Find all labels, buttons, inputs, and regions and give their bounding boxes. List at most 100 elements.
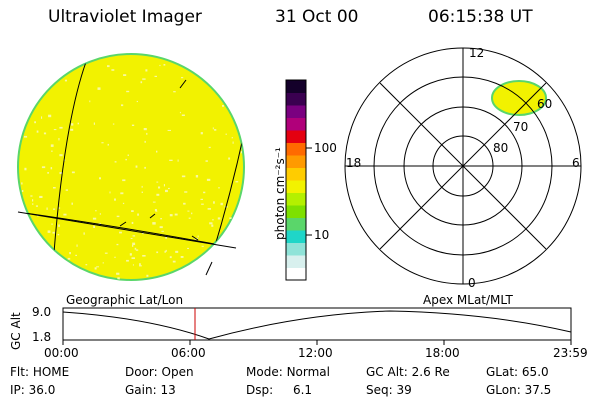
- disk-speckle: [152, 201, 156, 203]
- disk-speckle: [126, 90, 130, 93]
- disk-speckle: [154, 75, 157, 77]
- disk-speckle: [140, 81, 143, 84]
- disk-speckle: [154, 209, 157, 212]
- disk-speckle: [232, 141, 234, 144]
- disk-speckle: [131, 210, 134, 212]
- disk-speckle: [168, 187, 170, 190]
- disk-speckle: [222, 105, 224, 107]
- disk-speckle: [146, 132, 148, 135]
- disk-speckle: [97, 87, 101, 90]
- disk-speckle: [114, 256, 116, 258]
- disk-speckle: [43, 132, 47, 135]
- disk-speckle: [158, 186, 161, 189]
- altitude-curve: [62, 310, 572, 340]
- disk-speckle: [109, 191, 111, 194]
- disk-speckle: [207, 208, 211, 210]
- disk-speckle: [156, 181, 159, 183]
- status-gain: Gain: 13: [125, 383, 176, 397]
- disk-speckle: [53, 187, 56, 189]
- disk-speckle: [160, 218, 162, 220]
- disk-speckle: [94, 267, 97, 270]
- status-glon: GLon: 37.5: [486, 383, 552, 397]
- disk-speckle: [136, 100, 138, 103]
- disk-speckle: [99, 213, 101, 215]
- colorbar-band: [286, 267, 306, 281]
- disk-speckle: [225, 133, 227, 135]
- disk-speckle: [156, 150, 158, 153]
- orbit-x-tick-0600: 06:00: [171, 346, 206, 360]
- disk-speckle: [76, 244, 78, 247]
- disk-speckle: [24, 135, 28, 138]
- disk-speckle: [212, 127, 214, 130]
- disk-speckle: [165, 189, 168, 193]
- mlt-label-bottom: 0: [468, 276, 476, 290]
- disk-speckle: [59, 126, 63, 129]
- disk-speckle: [131, 124, 135, 126]
- time-label: 06:15:38 UT: [428, 7, 533, 27]
- disk-speckle: [125, 158, 127, 161]
- disk-speckle: [53, 129, 57, 131]
- disk-speckle: [211, 224, 214, 227]
- disk-speckle: [64, 79, 67, 82]
- disk-speckle: [114, 161, 117, 163]
- disk-coastline-fragments: [119, 79, 199, 241]
- disk-speckle: [116, 215, 120, 218]
- colorbar-band: [286, 205, 306, 218]
- disk-speckle: [181, 77, 184, 79]
- disk-speckle: [47, 230, 51, 233]
- orbit-left-title: Geographic Lat/Lon: [66, 293, 184, 307]
- disk-speckle: [48, 114, 52, 118]
- disk-speckle: [165, 249, 167, 252]
- disk-speckle: [159, 64, 161, 67]
- disk-speckle: [212, 219, 214, 221]
- disk-speckle: [135, 165, 138, 168]
- disk-speckle: [123, 74, 127, 76]
- disk-speckle: [201, 245, 204, 247]
- disk-speckle: [50, 167, 53, 170]
- disk-speckle: [129, 253, 132, 256]
- colorbar-band: [286, 155, 306, 168]
- status-door: Door: Open: [125, 365, 194, 379]
- disk-speckle: [172, 260, 176, 263]
- disk-speckle: [217, 217, 221, 220]
- disk-speckle: [69, 252, 71, 255]
- disk-speckle: [59, 154, 63, 157]
- disk-speckle: [120, 192, 124, 195]
- instrument-title: Ultraviolet Imager: [48, 7, 202, 27]
- disk-speckle: [107, 143, 109, 146]
- disk-speckle: [98, 223, 101, 225]
- disk-speckle: [142, 232, 144, 235]
- disk-speckle: [85, 264, 88, 266]
- disk-speckle: [174, 213, 178, 216]
- disk-speckle: [179, 111, 181, 114]
- orbit-x-tick-0000: 00:00: [44, 346, 79, 360]
- disk-speckle: [195, 175, 199, 178]
- disk-speckle: [161, 230, 164, 232]
- disk-speckle: [213, 201, 215, 204]
- disk-speckle: [235, 181, 239, 183]
- disk-speckle: [139, 265, 142, 267]
- status-glat: GLat: 65.0: [486, 365, 549, 379]
- status-dsp: Dsp: 6.1: [246, 383, 313, 397]
- status-mode: Mode: Normal: [246, 365, 330, 379]
- disk-speckle: [70, 128, 74, 131]
- date-label: 31 Oct 00: [275, 7, 359, 27]
- disk-speckle: [71, 123, 74, 126]
- disk-fill: [17, 53, 245, 281]
- disk-speckle: [228, 157, 231, 160]
- disk-speckle: [240, 151, 242, 154]
- disk-speckle: [119, 231, 122, 234]
- disk-speckle: [107, 65, 110, 68]
- disk-speckles: [21, 64, 242, 280]
- lat-label-80: 80: [493, 141, 509, 155]
- disk-speckle: [32, 199, 34, 202]
- disk-speckle: [152, 222, 156, 225]
- polar-diagonal-2: [379, 82, 547, 250]
- disk-speckle: [39, 195, 43, 198]
- disk-speckle: [132, 242, 136, 245]
- disk-speckle: [134, 247, 137, 250]
- disk-speckle: [214, 129, 217, 131]
- disk-speckle: [139, 263, 141, 266]
- disk-speckle: [173, 91, 176, 93]
- disk-speckle: [59, 172, 63, 175]
